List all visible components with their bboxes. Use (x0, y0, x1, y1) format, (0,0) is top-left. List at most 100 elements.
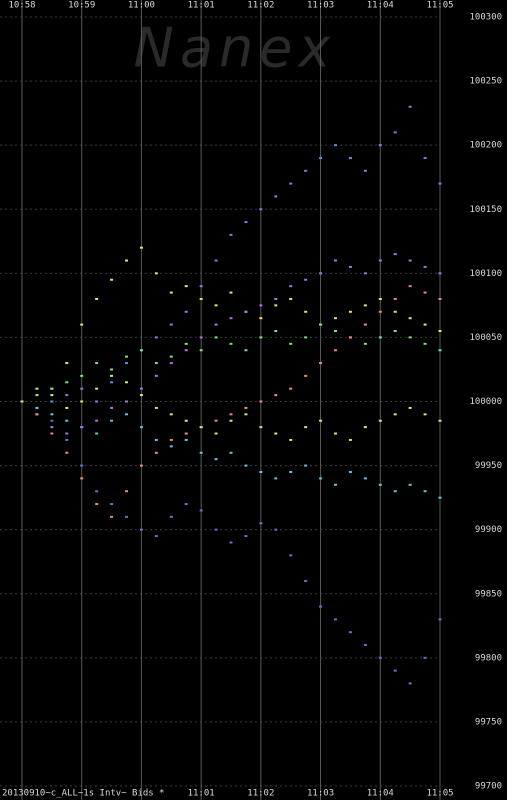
data-point (95, 387, 99, 390)
data-point (65, 381, 69, 384)
data-point (304, 579, 308, 582)
data-point (199, 509, 203, 512)
x-tick-label-top: 11:00 (128, 1, 155, 11)
data-point (289, 554, 293, 557)
data-point (408, 317, 412, 320)
data-point (65, 419, 69, 422)
data-point (80, 464, 84, 467)
data-point (65, 406, 69, 409)
y-tick-label: 99800 (475, 653, 502, 663)
data-point (274, 195, 278, 198)
data-point (334, 618, 337, 621)
data-point (304, 278, 308, 281)
data-point (125, 355, 128, 358)
y-tick-label: 100150 (469, 205, 502, 215)
data-point (65, 432, 69, 435)
data-point (50, 413, 54, 416)
y-tick-label: 100000 (469, 397, 502, 407)
x-tick-label-top: 11:01 (188, 1, 215, 11)
data-point (289, 342, 293, 345)
data-point (244, 310, 248, 313)
data-point (259, 304, 263, 307)
data-point (110, 278, 114, 281)
data-point (363, 426, 367, 429)
data-point (259, 317, 263, 320)
data-point (378, 144, 382, 147)
data-point (393, 297, 397, 300)
data-point (348, 156, 352, 159)
data-point (438, 618, 442, 621)
data-point (244, 413, 248, 416)
data-point (184, 310, 188, 313)
data-point (110, 374, 114, 377)
x-tick-label-bottom: 11:04 (367, 789, 394, 799)
data-point (274, 432, 278, 435)
data-point (438, 182, 442, 185)
data-point (80, 426, 84, 429)
data-point (50, 400, 54, 403)
data-point (65, 362, 69, 365)
data-point (423, 413, 427, 416)
data-point (139, 349, 143, 352)
data-point (378, 419, 382, 422)
data-point (334, 259, 337, 262)
y-tick-label: 99700 (475, 782, 502, 792)
data-point (319, 272, 323, 275)
data-point (229, 419, 233, 422)
data-point (184, 503, 188, 506)
data-point (80, 323, 84, 326)
data-point (244, 221, 248, 224)
data-point (169, 323, 173, 326)
data-point (348, 265, 352, 268)
data-point (125, 400, 128, 403)
data-point (154, 272, 158, 275)
data-point (319, 419, 323, 422)
data-point (139, 426, 143, 429)
data-point (438, 272, 442, 275)
data-point (125, 413, 128, 416)
data-point (65, 438, 69, 441)
data-point (35, 413, 39, 416)
y-tick-label: 100300 (469, 13, 502, 23)
x-tick-label-top: 10:59 (68, 1, 95, 11)
data-point (334, 317, 337, 320)
data-point (363, 477, 367, 480)
data-point (154, 535, 158, 538)
data-point (393, 131, 397, 134)
data-point (35, 406, 39, 409)
data-point (139, 394, 143, 397)
data-point (184, 438, 188, 441)
data-point (289, 297, 293, 300)
data-point (378, 656, 382, 659)
data-point (438, 496, 442, 499)
data-point (229, 451, 233, 454)
data-point (423, 156, 427, 159)
data-point (35, 394, 39, 397)
data-point (154, 362, 158, 365)
data-point (110, 515, 114, 518)
data-point (438, 419, 442, 422)
data-point (319, 323, 323, 326)
data-point (438, 349, 442, 352)
data-point (169, 355, 173, 358)
data-point (289, 285, 293, 288)
data-point (199, 426, 203, 429)
y-tick-label: 100250 (469, 77, 502, 87)
data-point (214, 323, 218, 326)
data-point (184, 419, 188, 422)
data-point (154, 336, 158, 339)
data-point (110, 381, 114, 384)
data-point (348, 438, 352, 441)
data-point (125, 362, 128, 365)
watermark: Nanex (134, 17, 337, 80)
data-point (139, 528, 143, 531)
data-point (169, 362, 173, 365)
data-point (50, 387, 54, 390)
data-point (80, 400, 84, 403)
data-point (319, 605, 323, 608)
data-point (334, 432, 337, 435)
data-point (378, 336, 382, 339)
data-point (50, 432, 54, 435)
data-point (50, 394, 54, 397)
